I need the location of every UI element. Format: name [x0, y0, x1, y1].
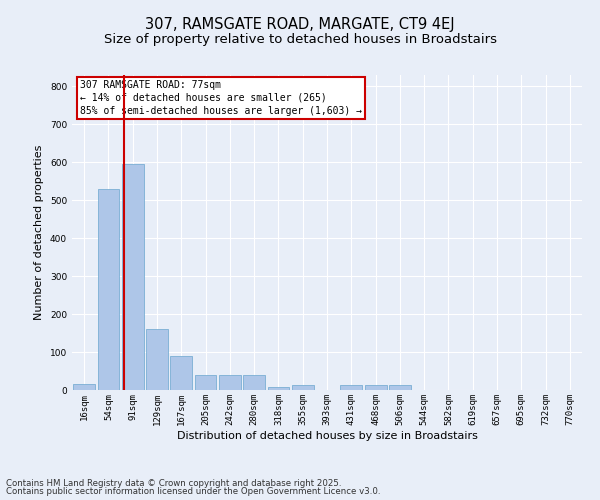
- Bar: [292, 386, 314, 390]
- Text: Contains public sector information licensed under the Open Government Licence v3: Contains public sector information licen…: [6, 487, 380, 496]
- Bar: [73, 384, 95, 390]
- Bar: [97, 189, 119, 390]
- Bar: [340, 386, 362, 390]
- X-axis label: Distribution of detached houses by size in Broadstairs: Distribution of detached houses by size …: [176, 430, 478, 440]
- Bar: [170, 356, 192, 390]
- Y-axis label: Number of detached properties: Number of detached properties: [34, 145, 44, 320]
- Text: 307, RAMSGATE ROAD, MARGATE, CT9 4EJ: 307, RAMSGATE ROAD, MARGATE, CT9 4EJ: [145, 18, 455, 32]
- Bar: [194, 375, 217, 390]
- Bar: [389, 386, 411, 390]
- Bar: [365, 386, 386, 390]
- Bar: [268, 387, 289, 390]
- Bar: [146, 330, 168, 390]
- Text: Size of property relative to detached houses in Broadstairs: Size of property relative to detached ho…: [104, 32, 497, 46]
- Text: Contains HM Land Registry data © Crown copyright and database right 2025.: Contains HM Land Registry data © Crown c…: [6, 478, 341, 488]
- Bar: [243, 375, 265, 390]
- Bar: [122, 164, 143, 390]
- Text: 307 RAMSGATE ROAD: 77sqm
← 14% of detached houses are smaller (265)
85% of semi-: 307 RAMSGATE ROAD: 77sqm ← 14% of detach…: [80, 80, 362, 116]
- Bar: [219, 375, 241, 390]
